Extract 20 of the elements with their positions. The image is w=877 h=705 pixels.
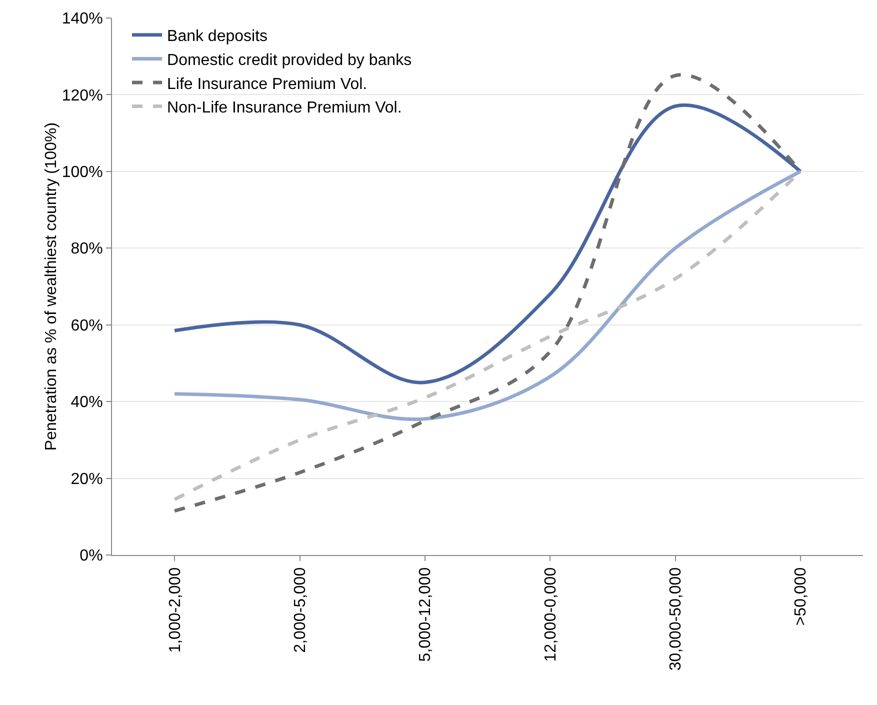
legend-label: Domestic credit provided by banks [167, 52, 412, 69]
y-tick-label: 60% [70, 317, 103, 334]
y-tick-label: 20% [70, 470, 103, 488]
x-tick-label: 1,000-2,000 [166, 567, 184, 653]
y-tick-label: 120% [62, 87, 103, 104]
x-tick-label: 12,000-0,000 [542, 567, 560, 662]
y-axis-title: Penetration as % of wealthiest country (100%) [42, 122, 60, 451]
y-tick-label: 80% [70, 240, 103, 258]
legend-label: Life Insurance Premium Vol. [167, 76, 368, 93]
x-tick-label: >50,000 [792, 567, 810, 626]
legend-label: Bank deposits [167, 28, 268, 46]
y-tick-label: 140% [62, 10, 103, 28]
line-series [172, 170, 802, 421]
y-tick-label: 0% [80, 548, 103, 565]
x-tick-label: 2,000-5,000 [292, 567, 309, 653]
x-tick-label: 5,000-12,000 [417, 567, 434, 662]
y-tick-label: 40% [70, 394, 103, 412]
y-tick-label: 100% [62, 164, 103, 182]
legend-label: Non-Life Insurance Premium Vol. [167, 100, 402, 117]
x-tick-label: 30,000-50,000 [667, 567, 684, 671]
